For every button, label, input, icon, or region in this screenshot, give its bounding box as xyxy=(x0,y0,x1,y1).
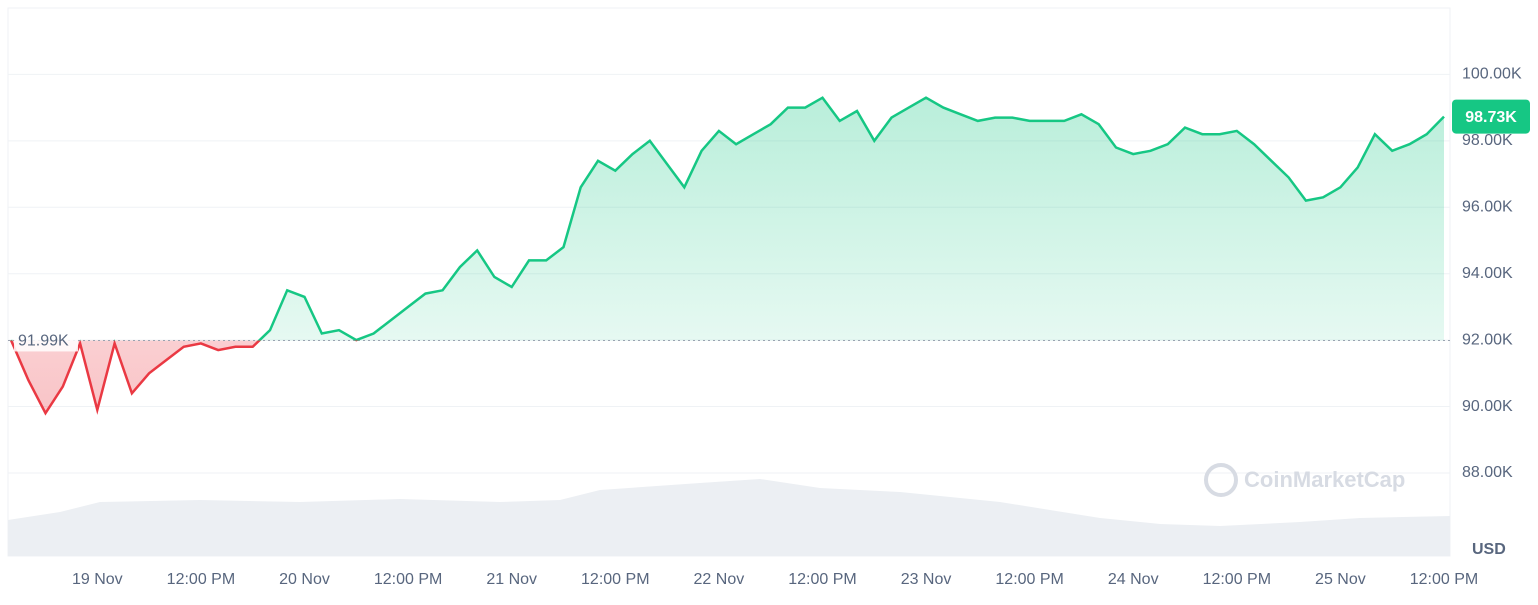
current-price-box xyxy=(1452,99,1530,134)
x-tick-label: 24 Nov xyxy=(1108,571,1159,588)
y-axis-label: USD xyxy=(1472,541,1506,558)
baseline-label-bg xyxy=(14,329,78,352)
y-tick-label: 90.00K xyxy=(1462,398,1513,415)
x-tick-label: 22 Nov xyxy=(694,571,745,588)
watermark: CoinMarketCap xyxy=(1204,463,1405,497)
line-up xyxy=(10,96,1445,341)
area-up xyxy=(11,97,1444,341)
x-tick-label: 12:00 PM xyxy=(581,571,649,588)
x-tick-label: 23 Nov xyxy=(901,571,952,588)
watermark-text: CoinMarketCap xyxy=(1244,467,1405,492)
price-series xyxy=(8,96,1450,416)
y-tick-label: 98.00K xyxy=(1462,132,1513,149)
x-tick-label: 25 Nov xyxy=(1315,571,1366,588)
x-tick-label: 20 Nov xyxy=(279,571,330,588)
volume-area xyxy=(8,479,1450,556)
current-price-label: 98.73K xyxy=(1465,109,1517,126)
line-down xyxy=(9,340,359,416)
baseline-label: 91.99K xyxy=(18,333,69,350)
x-tick-label: 19 Nov xyxy=(72,571,123,588)
x-tick-label: 12:00 PM xyxy=(788,571,856,588)
x-tick-label: 12:00 PM xyxy=(167,571,235,588)
x-tick-label: 12:00 PM xyxy=(995,571,1063,588)
y-tick-label: 96.00K xyxy=(1462,198,1513,215)
y-tick-label: 92.00K xyxy=(1462,331,1513,348)
x-tick-label: 12:00 PM xyxy=(374,571,442,588)
x-tick-label: 12:00 PM xyxy=(1203,571,1271,588)
y-tick-label: 100.00K xyxy=(1462,66,1522,83)
y-tick-label: 94.00K xyxy=(1462,265,1513,282)
x-tick-label: 21 Nov xyxy=(486,571,537,588)
x-tick-label: 12:00 PM xyxy=(1410,571,1478,588)
y-tick-label: 88.00K xyxy=(1462,464,1513,481)
